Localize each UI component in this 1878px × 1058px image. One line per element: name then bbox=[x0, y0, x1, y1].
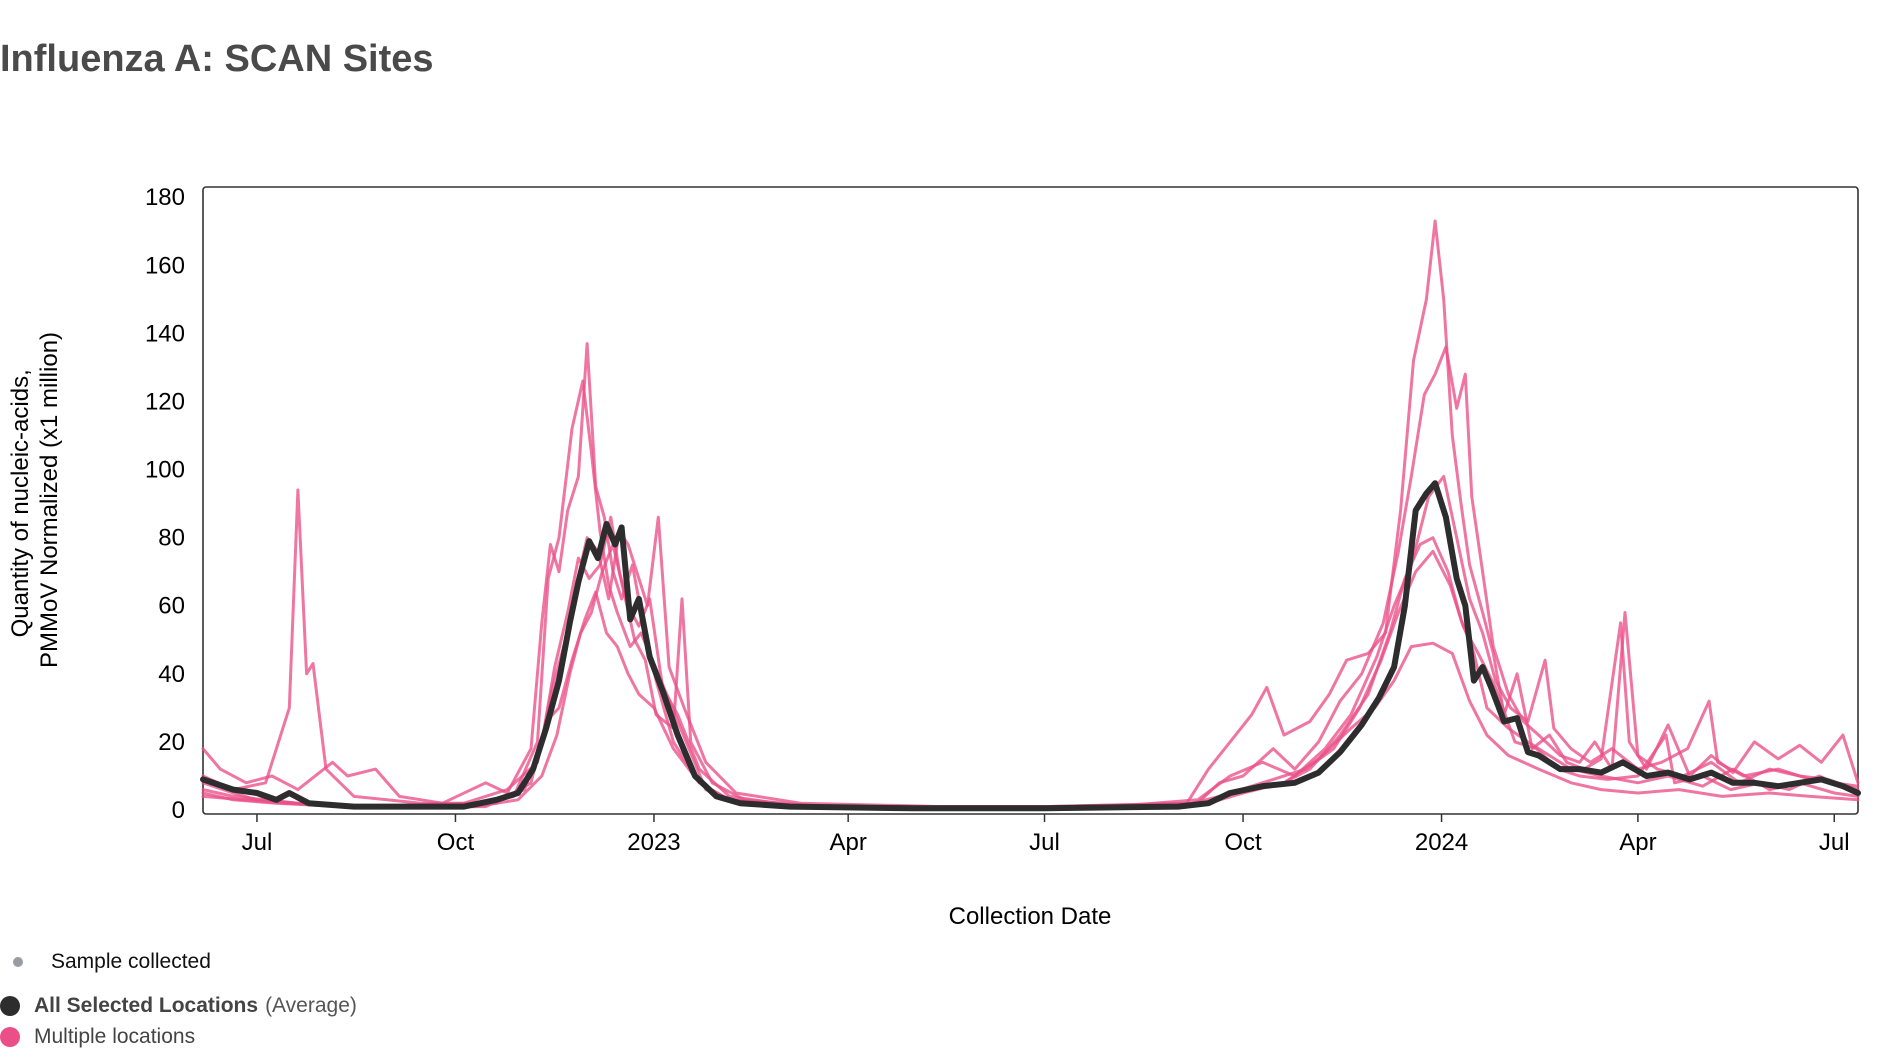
x-tick-label: Jul bbox=[1029, 829, 1060, 856]
y-tick-label: 160 bbox=[145, 252, 185, 279]
legend-item-locations[interactable]: Multiple locations bbox=[0, 1025, 195, 1049]
average-dot-icon bbox=[0, 996, 20, 1016]
y-axis-title-line-1: Quantity of nucleic-acids, bbox=[7, 369, 34, 637]
y-tick-label: 180 bbox=[145, 184, 185, 211]
x-tick-label: Oct bbox=[1224, 829, 1262, 856]
plot-area bbox=[202, 186, 1859, 815]
legend-item-average[interactable]: All Selected Locations (Average) bbox=[0, 994, 357, 1018]
x-tick-label: Apr bbox=[829, 829, 866, 856]
sample-dot-icon bbox=[13, 957, 23, 967]
y-axis-title-line-2: PMMoV Normalized (x1 million) bbox=[36, 332, 63, 668]
legend-label-locations: Multiple locations bbox=[34, 1025, 196, 1048]
x-tick-label: Jul bbox=[242, 829, 273, 856]
series-layer bbox=[200, 219, 1861, 812]
page-title: Influenza A: SCAN Sites bbox=[0, 38, 434, 80]
legend-label-sample: Sample collected bbox=[51, 950, 211, 973]
series-line-location[interactable] bbox=[201, 219, 1860, 809]
legend: Sample collected All Selected Locations … bbox=[0, 0, 600, 1058]
y-tick-label: 80 bbox=[158, 525, 185, 552]
y-tick-label: 60 bbox=[158, 593, 185, 620]
y-tick-label: 40 bbox=[158, 661, 185, 688]
x-tick-label: Apr bbox=[1619, 829, 1656, 856]
y-axis-ticks: 0 20 40 60 80 100 120 140 160 180 bbox=[145, 184, 185, 824]
series-line-average[interactable] bbox=[200, 480, 1861, 812]
x-tick-label: 2024 bbox=[1415, 829, 1468, 856]
locations-dot-icon bbox=[0, 1027, 20, 1047]
legend-label-average: All Selected Locations bbox=[34, 994, 259, 1017]
x-axis-title: Collection Date bbox=[949, 903, 1112, 930]
y-tick-label: 140 bbox=[145, 320, 185, 347]
legend-item-sample[interactable]: Sample collected bbox=[13, 950, 211, 974]
legend-suffix-average: (Average) bbox=[265, 994, 357, 1017]
y-tick-label: 100 bbox=[145, 457, 185, 484]
x-tick-label: Jul bbox=[1819, 829, 1850, 856]
y-axis-title: Quantity of nucleic-acids, PMMoV Normali… bbox=[7, 332, 63, 668]
y-tick-label: 0 bbox=[172, 797, 185, 824]
y-tick-label: 120 bbox=[145, 388, 185, 415]
x-tick-label: 2023 bbox=[627, 829, 680, 856]
y-tick-label: 20 bbox=[158, 729, 185, 756]
x-axis-ticks: Jul Oct 2023 Apr Jul Oct 2024 Apr Jul bbox=[242, 814, 1850, 856]
x-tick-label: Oct bbox=[437, 829, 475, 856]
